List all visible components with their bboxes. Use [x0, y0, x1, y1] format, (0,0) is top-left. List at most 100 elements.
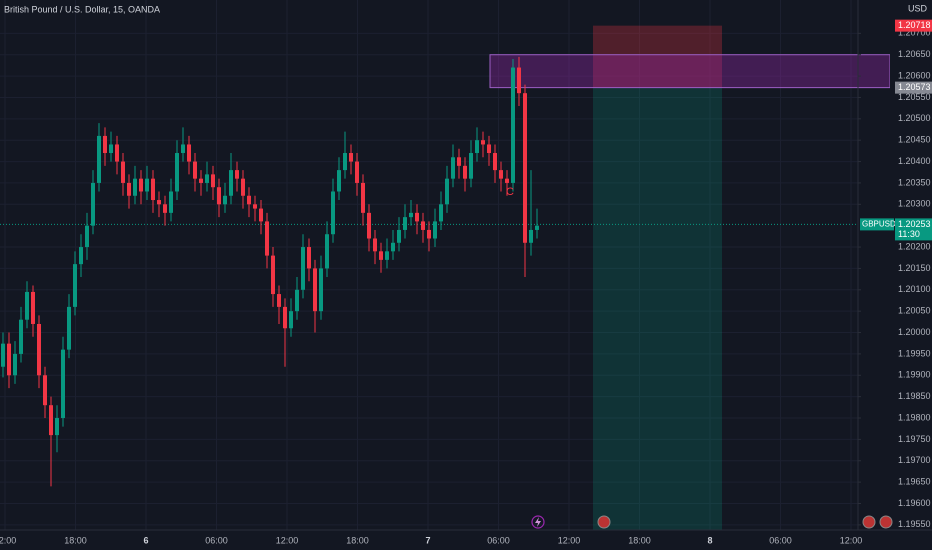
candle-body [475, 140, 479, 154]
candle-body [439, 204, 443, 222]
candle-body [205, 174, 209, 183]
candle-body [325, 234, 329, 269]
price-badge-label: 1.20573 [898, 82, 931, 92]
flag-icon[interactable] [879, 515, 893, 529]
candle-body [277, 294, 281, 307]
price-badge-label: 1.20718 [898, 20, 931, 30]
candle-body [535, 225, 539, 230]
y-tick-label: 1.19550 [898, 519, 931, 529]
candle-body [85, 225, 89, 248]
candle-body [157, 200, 161, 205]
x-tick-label: 7 [425, 535, 430, 545]
y-tick-label: 1.20200 [898, 241, 931, 251]
y-tick-label: 1.20100 [898, 284, 931, 294]
candle-body [181, 144, 185, 154]
price-axis: 1.20700 1.20650 1.20600 1.20550 1.20500 1.204… [858, 28, 931, 529]
x-tick-label: 18:00 [64, 535, 87, 545]
target-zone [593, 87, 722, 530]
x-tick-label: 12:00 [276, 535, 299, 545]
candle-body [187, 144, 191, 162]
candle-body [409, 212, 413, 218]
candle-body [451, 157, 455, 179]
price-badge [895, 81, 932, 94]
candle-body [493, 153, 497, 171]
candle-body [169, 191, 173, 213]
candle-body [397, 229, 401, 243]
candle-body [55, 418, 59, 436]
y-tick-label: 1.20150 [898, 263, 931, 273]
x-tick-label: 18:00 [628, 535, 651, 545]
price-badge [895, 218, 932, 241]
candle-body [289, 311, 293, 329]
y-tick-label: 1.19650 [898, 477, 931, 487]
candle-body [391, 242, 395, 252]
candle-body [193, 161, 197, 179]
x-tick-label: 06:00 [769, 535, 792, 545]
candle-body [31, 291, 35, 324]
x-tick-label: 12:00 [0, 535, 16, 545]
candle-body [505, 178, 509, 183]
candle-body [361, 182, 365, 213]
candle-body [427, 229, 431, 239]
candle-body [343, 153, 347, 171]
y-tick-label: 1.19900 [898, 370, 931, 380]
event-icons [531, 515, 893, 529]
y-tick-label: 1.20650 [898, 49, 931, 59]
x-tick-label: 06:00 [205, 535, 228, 545]
flag-icon[interactable] [597, 515, 611, 529]
candle-body [415, 212, 419, 222]
y-tick-label: 1.20550 [898, 92, 931, 102]
candle-body [13, 353, 17, 376]
candle-body [349, 153, 353, 162]
flag-icon[interactable] [862, 515, 876, 529]
candle-body [469, 153, 473, 179]
y-tick-label: 1.19800 [898, 412, 931, 422]
candle-body [223, 195, 227, 205]
symbol-label: GBPUSD [862, 220, 896, 229]
candle-body [79, 247, 83, 265]
candle-body [7, 343, 11, 376]
candle-body [91, 182, 95, 226]
y-tick-label: 1.19950 [898, 348, 931, 358]
drawing-tools [0, 25, 890, 530]
candle-body [151, 178, 155, 201]
y-tick-label: 1.19850 [898, 391, 931, 401]
countdown-label: 11:30 [898, 229, 920, 239]
candle-body [403, 217, 407, 230]
candle-body [295, 289, 299, 312]
candle-body [121, 161, 125, 183]
x-tick-label: 12:00 [840, 535, 863, 545]
candle-body [19, 319, 23, 354]
candle-body [463, 165, 467, 179]
candle-body [43, 375, 47, 406]
candle-body [265, 221, 269, 256]
candle-body [487, 144, 491, 154]
candle-body [37, 323, 41, 376]
candle-body [67, 306, 71, 350]
candle-body [355, 161, 359, 183]
chart-title: British Pound / U.S. Dollar, 15, OANDA [4, 4, 160, 14]
candle-body [367, 212, 371, 239]
x-tick-label: 06:00 [487, 535, 510, 545]
candle-body [433, 221, 437, 239]
event-icon[interactable] [531, 515, 545, 529]
candle-body [385, 251, 389, 260]
candle-body [25, 291, 29, 320]
candle-body [301, 247, 305, 290]
y-tick-label: 1.19700 [898, 455, 931, 465]
candle-body [115, 144, 119, 162]
candles: C [1, 56, 539, 487]
annotation: C [506, 186, 514, 198]
time-axis: 12:00 18:00 6 06:00 12:00 18:00 7 06:00 12:00 18:… [0, 535, 862, 545]
candle-body [175, 153, 179, 192]
candle-body [253, 204, 257, 209]
lightning [535, 517, 541, 527]
candle-body [499, 170, 503, 179]
y-tick-label: 1.20350 [898, 177, 931, 187]
candle-body [373, 238, 377, 252]
candle-body [283, 306, 287, 329]
y-tick-label: 1.19750 [898, 434, 931, 444]
candle-body [49, 405, 53, 436]
candle-body [73, 264, 77, 307]
